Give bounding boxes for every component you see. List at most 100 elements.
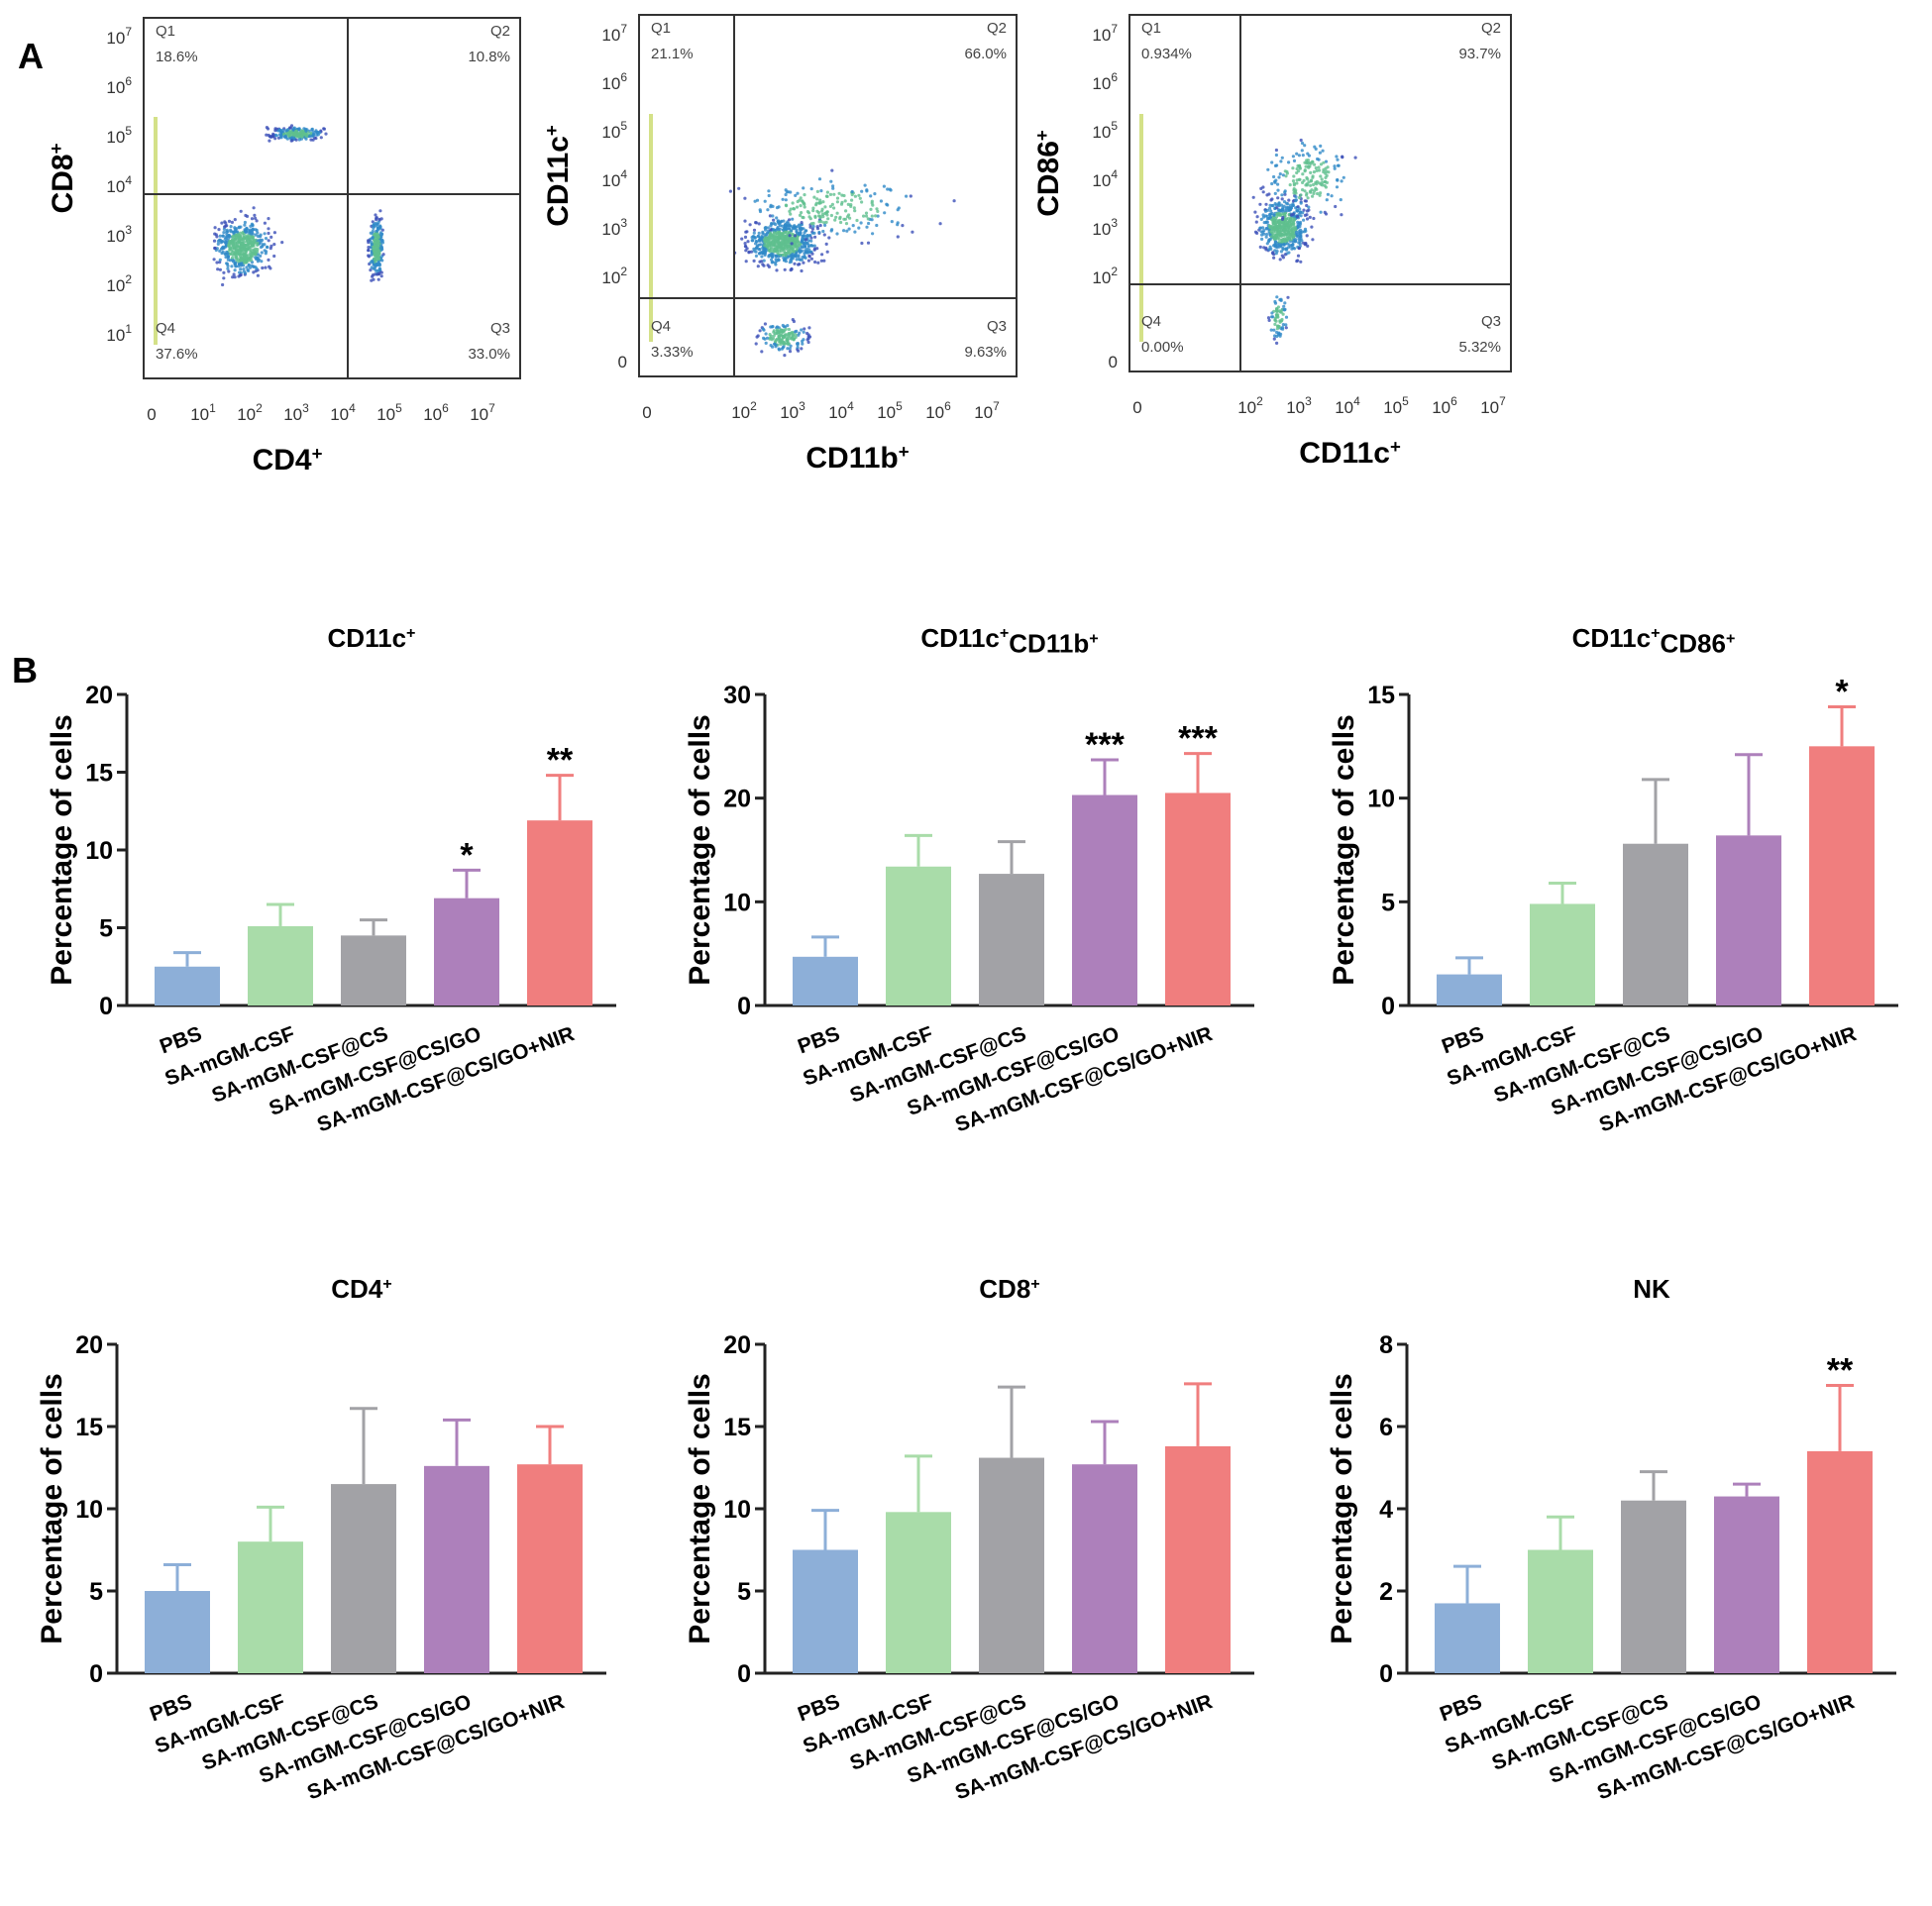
- y-axis-label: Percentage of cells: [684, 1373, 716, 1643]
- quadrant-name: Q2: [1481, 20, 1501, 37]
- event-dot: [901, 224, 905, 228]
- event-dot: [807, 326, 811, 330]
- y-tick-label: 0: [1379, 1660, 1393, 1688]
- x-tick-label: 106: [423, 401, 449, 424]
- event-dot: [231, 275, 235, 279]
- y-tick-label: 6: [1379, 1414, 1393, 1441]
- event-dot: [821, 200, 825, 204]
- event-dot: [1279, 298, 1283, 302]
- event-dot: [807, 254, 811, 258]
- event-dot: [1284, 217, 1288, 221]
- event-dot: [860, 200, 864, 204]
- event-dot: [1325, 180, 1329, 184]
- event-dot: [235, 245, 239, 249]
- event-dot: [752, 231, 756, 235]
- event-dot: [805, 234, 809, 238]
- event-dot: [1319, 210, 1323, 214]
- event-dot: [767, 193, 771, 198]
- event-dot: [1267, 318, 1271, 322]
- event-dot: [1301, 154, 1305, 158]
- event-dot: [1336, 178, 1340, 182]
- event-dot: [818, 215, 822, 219]
- event-dot: [1282, 308, 1286, 312]
- x-tick-label: PBS: [1439, 1022, 1486, 1058]
- quadrant-percent: 5.32%: [1458, 339, 1501, 356]
- event-dot: [1298, 210, 1303, 214]
- event-dot: [1310, 225, 1314, 229]
- event-dot: [243, 220, 247, 225]
- event-dot: [818, 198, 822, 202]
- event-dot: [1340, 213, 1343, 217]
- event-dot: [246, 267, 250, 272]
- event-dot: [1307, 180, 1311, 184]
- bar: [979, 1457, 1044, 1673]
- event-dot: [1272, 213, 1276, 217]
- event-dot: [1333, 164, 1337, 168]
- event-dot: [777, 244, 781, 248]
- event-dot: [1275, 308, 1279, 312]
- bar: [1714, 1496, 1779, 1673]
- event-dot: [1272, 256, 1276, 260]
- event-dot: [805, 210, 809, 214]
- event-dot: [298, 131, 302, 135]
- event-dot: [871, 232, 875, 236]
- y-tick-label: 107: [106, 25, 132, 48]
- x-axis-label: CD4+: [253, 443, 323, 476]
- event-dot: [793, 245, 797, 249]
- chart-title: CD4+: [331, 1274, 391, 1304]
- event-dot: [272, 231, 276, 235]
- event-dot: [293, 133, 297, 137]
- event-dot: [1353, 156, 1357, 159]
- event-dot: [1294, 199, 1298, 203]
- event-dot: [1299, 260, 1303, 264]
- event-dot: [808, 225, 812, 229]
- y-tick-label: 105: [1092, 119, 1118, 142]
- event-dot: [853, 209, 857, 213]
- event-dot: [865, 225, 869, 229]
- event-dot: [1280, 238, 1284, 242]
- event-dot: [797, 223, 802, 227]
- event-dot: [1277, 175, 1281, 179]
- event-dot: [875, 207, 879, 211]
- event-dot: [1289, 238, 1293, 242]
- event-dot: [795, 258, 799, 262]
- event-dot: [803, 193, 806, 197]
- event-dot: [254, 256, 258, 260]
- event-dot: [257, 258, 261, 262]
- event-dot: [1291, 179, 1296, 183]
- event-dot: [252, 240, 256, 244]
- event-dot: [233, 275, 237, 279]
- event-dot: [371, 236, 375, 241]
- x-tick-label: 102: [237, 401, 263, 424]
- event-dot: [809, 187, 813, 191]
- event-dot: [745, 247, 749, 251]
- event-dot: [221, 282, 225, 287]
- event-dot: [1309, 161, 1313, 165]
- event-dot: [769, 228, 773, 232]
- event-dot: [1295, 260, 1299, 264]
- event-dot: [783, 267, 787, 271]
- event-dot: [829, 213, 833, 218]
- event-dot: [260, 260, 264, 264]
- event-dot: [248, 259, 252, 263]
- event-dot: [1295, 178, 1299, 182]
- event-dot: [232, 272, 236, 276]
- y-tick-label: 102: [601, 265, 627, 287]
- event-dot: [1334, 204, 1338, 209]
- event-dot: [783, 354, 787, 358]
- event-dot: [1318, 168, 1322, 172]
- event-dot: [261, 265, 265, 270]
- event-dot: [1307, 164, 1311, 168]
- event-dot: [835, 196, 840, 200]
- event-dot: [784, 245, 788, 249]
- event-dot: [1269, 235, 1274, 239]
- event-dot: [1316, 191, 1320, 196]
- event-dot: [254, 252, 258, 256]
- bar: [341, 935, 406, 1006]
- event-dot: [237, 225, 241, 229]
- event-dot: [1273, 318, 1277, 322]
- event-dot: [753, 199, 757, 203]
- event-dot: [220, 221, 224, 225]
- event-dot: [221, 250, 225, 254]
- event-dot: [1307, 205, 1311, 209]
